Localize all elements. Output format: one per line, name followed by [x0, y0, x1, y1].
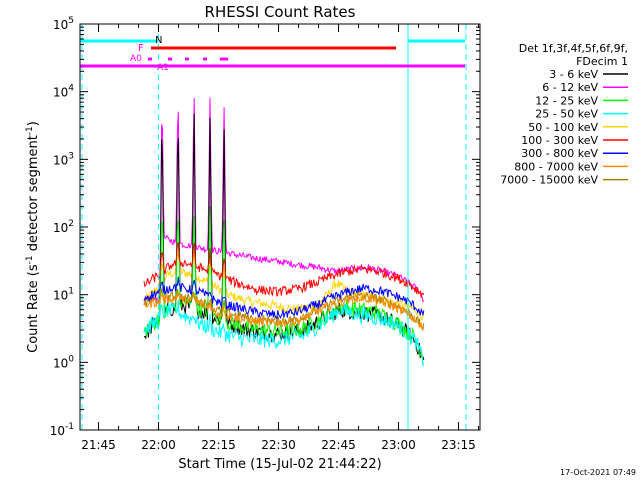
flag-label-a1: A1 — [157, 63, 169, 73]
y-label-part-3: ) — [26, 121, 41, 126]
y-label-part-1: Count Rate (s — [26, 264, 41, 353]
x-tick-label-6: 23:15 — [441, 438, 476, 452]
legend-entry-label-9: 7000 - 15000 keV — [500, 174, 598, 187]
legend-entry-label-1: 3 - 6 keV — [549, 68, 598, 81]
series-line-6 — [143, 242, 425, 298]
flag-label-a0: A0 — [130, 54, 142, 64]
flag-label-f: F — [138, 43, 144, 54]
x-tick-label-0: 21:45 — [81, 438, 116, 452]
series-line-7 — [143, 276, 425, 320]
y-label-exp-2: -1 — [25, 126, 35, 135]
legend-header-line-1: Det 1f,3f,4f,5f,6f,9f, — [519, 42, 628, 55]
y-axis-label: Count Rate (s-1 detector segment-1) — [25, 121, 41, 353]
y-label-exp-1: -1 — [25, 255, 35, 264]
x-tick-label-1: 22:00 — [141, 438, 176, 452]
y-tick-label-3: 102 — [53, 219, 74, 235]
y-tick-label-1: 100 — [53, 354, 74, 370]
legend-entry-label-7: 300 - 800 keV — [521, 147, 598, 160]
y-tick-label-0: 10-1 — [50, 422, 74, 438]
x-tick-label-3: 22:30 — [261, 438, 296, 452]
legend-entry-label-8: 800 - 7000 keV — [514, 160, 598, 173]
series-line-4 — [143, 299, 425, 367]
x-axis-label: Start Time (15-Jul-02 21:44:22) — [178, 457, 381, 472]
flag-label-n: N — [155, 35, 162, 46]
timestamp: 17-Oct-2021 07:49 — [560, 468, 636, 477]
legend-entry-label-6: 100 - 300 keV — [521, 134, 598, 147]
x-tick-label-4: 22:45 — [321, 438, 356, 452]
series-line-8 — [143, 290, 425, 331]
y-tick-label-4: 103 — [53, 151, 74, 167]
y-tick-label-6: 105 — [53, 16, 74, 32]
y-label-part-2: detector segment — [26, 135, 41, 255]
y-tick-label-2: 101 — [53, 287, 74, 303]
x-tick-label-2: 22:15 — [201, 438, 236, 452]
legend-entry-label-4: 25 - 50 keV — [535, 108, 598, 121]
legend-entry-label-5: 50 - 100 keV — [528, 121, 598, 134]
legend-entry-label-3: 12 - 25 keV — [535, 94, 598, 107]
series-line-2 — [143, 97, 425, 304]
x-tick-label-5: 23:00 — [381, 438, 416, 452]
legend: Det 1f,3f,4f,5f,6f,9f,FDecim 13 - 6 keV6… — [500, 42, 628, 187]
legend-entry-label-2: 6 - 12 keV — [542, 81, 598, 94]
y-tick-label-5: 104 — [53, 84, 74, 100]
legend-header-line-2: FDecim 1 — [576, 55, 628, 68]
chart-title: RHESSI Count Rates — [205, 3, 356, 21]
